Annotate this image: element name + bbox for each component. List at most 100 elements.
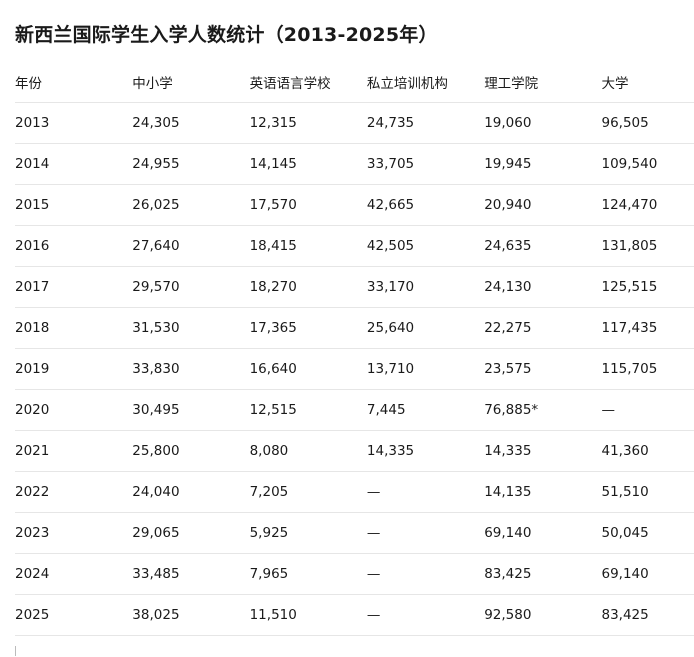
scroll-mark	[15, 646, 16, 656]
table-cell: 131,805	[601, 225, 694, 267]
table-cell: 14,335	[366, 430, 485, 472]
table-cell: 23,575	[484, 348, 602, 390]
header-cell: 年份	[15, 62, 133, 103]
table-row: 2018 31,530 17,365 25,640 22,275 117,435	[15, 307, 694, 349]
table-cell: 42,665	[366, 184, 485, 226]
table-cell: 19,060	[484, 102, 602, 144]
table-cell: 51,510	[601, 471, 694, 513]
table-cell: 24,130	[484, 266, 602, 308]
table-cell: 41,360	[601, 430, 694, 472]
header-cell: 理工学院	[484, 62, 602, 103]
table-cell: 16,640	[249, 348, 367, 390]
table-row: 2025 38,025 11,510—92,580 83,425	[15, 594, 694, 636]
table-cell: 117,435	[601, 307, 694, 349]
header-cell: 英语语言学校	[249, 62, 367, 103]
table-cell: 25,800	[132, 430, 250, 472]
table-cell: 22,275	[484, 307, 602, 349]
table-row: 2022 24,040 7,205—14,135 51,510	[15, 471, 694, 513]
table-cell: 33,170	[366, 266, 485, 308]
table-cell: 33,705	[366, 143, 485, 185]
table-cell: 38,025	[132, 594, 250, 636]
table-cell: 14,135	[484, 471, 602, 513]
table-cell: 24,955	[132, 143, 250, 185]
table-row: 2017 29,570 18,270 33,170 24,130 125,515	[15, 266, 694, 308]
table-cell: 5,925	[249, 512, 367, 554]
table-cell: 17,570	[249, 184, 367, 226]
table-cell: 33,485	[132, 553, 250, 595]
table-cell: 24,635	[484, 225, 602, 267]
table-cell: 83,425	[601, 594, 694, 636]
table-cell: 14,145	[249, 143, 367, 185]
table-cell: 2021	[15, 430, 133, 472]
table-cell: —	[366, 594, 485, 636]
table-row: 2024 33,485 7,965—83,425 69,140	[15, 553, 694, 595]
table-cell: 2020	[15, 389, 133, 431]
table-cell: 125,515	[601, 266, 694, 308]
table-cell: 27,640	[132, 225, 250, 267]
table-cell: 124,470	[601, 184, 694, 226]
table-cell: 11,510	[249, 594, 367, 636]
table-cell: 13,710	[366, 348, 485, 390]
table-cell: 96,505	[601, 102, 694, 144]
header-cell: 中小学	[132, 62, 250, 103]
data-table: 年份 中小学 英语语言学校 私立培训机构 理工学院 大学 2013 24,305 12,315…	[15, 62, 694, 636]
table-cell: 115,705	[601, 348, 694, 390]
table-cell: 30,495	[132, 389, 250, 431]
table-cell: 2016	[15, 225, 133, 267]
table-row: 2016 27,640 18,415 42,505 24,635 131,805	[15, 225, 694, 267]
header-cell: 私立培训机构	[366, 62, 485, 103]
table-cell: —	[366, 471, 485, 513]
table-body: 2013 24,305 12,315 24,735 19,060 96,505 2014 24…	[15, 102, 694, 636]
table-cell: 2013	[15, 102, 133, 144]
table-cell: 69,140	[484, 512, 602, 554]
table-cell: 8,080	[249, 430, 367, 472]
table-cell: 7,205	[249, 471, 367, 513]
table-cell: 12,315	[249, 102, 367, 144]
table-cell: 24,735	[366, 102, 485, 144]
table-cell: 50,045	[601, 512, 694, 554]
table-cell: 17,365	[249, 307, 367, 349]
table-row: 2013 24,305 12,315 24,735 19,060 96,505	[15, 102, 694, 144]
table-cell: 2018	[15, 307, 133, 349]
table-row: 2023 29,065 5,925—69,140 50,045	[15, 512, 694, 554]
table-cell: 2022	[15, 471, 133, 513]
table-cell: 18,415	[249, 225, 367, 267]
table-cell: 69,140	[601, 553, 694, 595]
table-row: 2019 33,830 16,640 13,710 23,575 115,705	[15, 348, 694, 390]
table-cell: 26,025	[132, 184, 250, 226]
table-cell: 2017	[15, 266, 133, 308]
table-cell: 2023	[15, 512, 133, 554]
table-cell: 29,570	[132, 266, 250, 308]
table-cell: 25,640	[366, 307, 485, 349]
table-cell: 83,425	[484, 553, 602, 595]
table-row: 2015 26,025 17,570 42,665 20,940 124,470	[15, 184, 694, 226]
table-cell: 31,530	[132, 307, 250, 349]
table-cell: 109,540	[601, 143, 694, 185]
table-cell: 2024	[15, 553, 133, 595]
table-cell: —	[366, 553, 485, 595]
header-cell: 大学	[601, 62, 694, 103]
table-cell: —	[366, 512, 485, 554]
table-cell: 19,945	[484, 143, 602, 185]
table-cell: 2015	[15, 184, 133, 226]
table-cell: 2014	[15, 143, 133, 185]
title: 新西兰国际学生入学人数统计（2013-2025年）	[15, 24, 438, 46]
table-cell: 18,270	[249, 266, 367, 308]
table-cell: 7,965	[249, 553, 367, 595]
table-row: 2021 25,800 8,080 14,335 14,335 41,360	[15, 430, 694, 472]
table-cell: 29,065	[132, 512, 250, 554]
table-cell: 12,515	[249, 389, 367, 431]
table-cell: —	[601, 389, 694, 431]
table-row: 2020 30,495 12,515 7,445 76,885* —	[15, 389, 694, 431]
table-cell: 42,505	[366, 225, 485, 267]
table-cell: 14,335	[484, 430, 602, 472]
table-cell: 2019	[15, 348, 133, 390]
header-row: 年份 中小学 英语语言学校 私立培训机构 理工学院 大学	[15, 62, 694, 103]
table-cell: 76,885*	[484, 389, 602, 431]
table-row: 2014 24,955 14,145 33,705 19,945 109,540	[15, 143, 694, 185]
table-cell: 7,445	[366, 389, 485, 431]
table-cell: 20,940	[484, 184, 602, 226]
table-cell: 2025	[15, 594, 133, 636]
table-cell: 24,305	[132, 102, 250, 144]
